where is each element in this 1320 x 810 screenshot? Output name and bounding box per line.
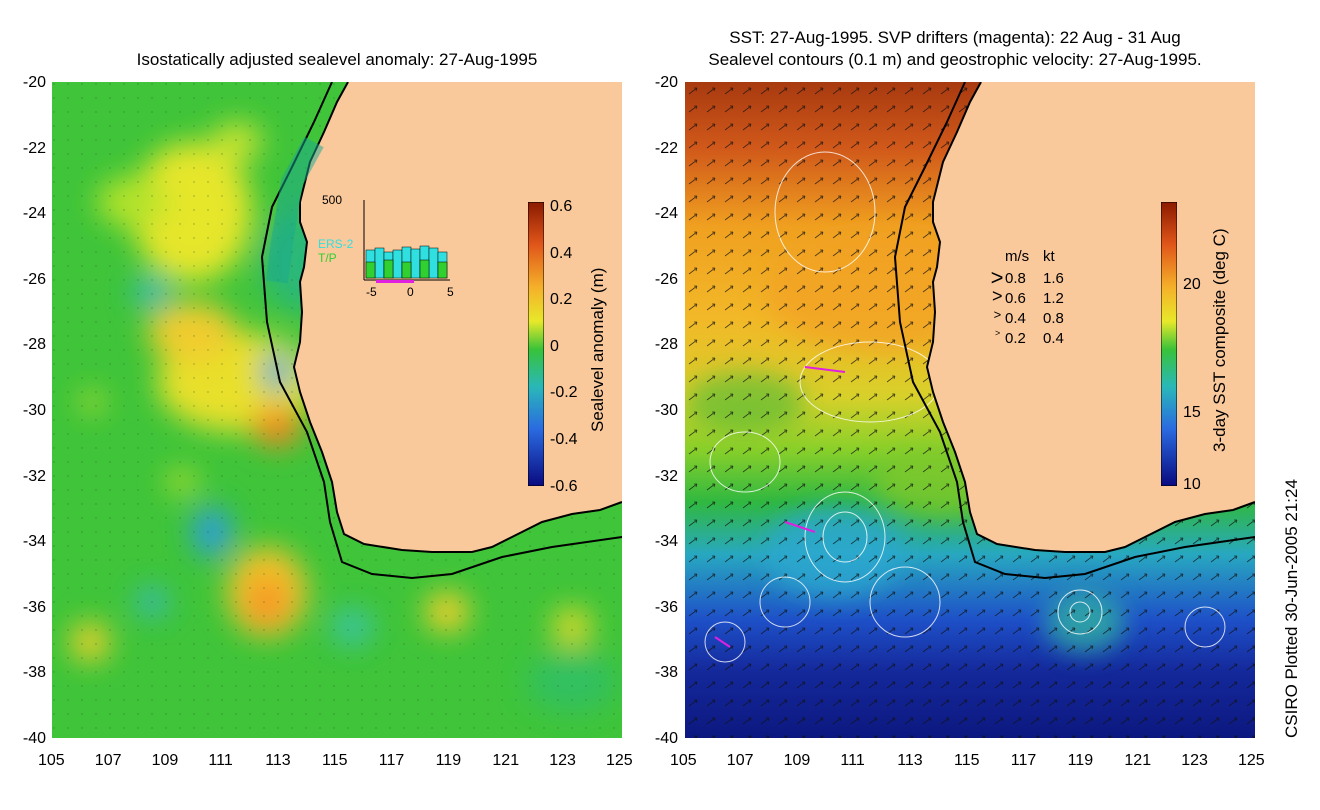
x-tick-label: 109: [783, 752, 811, 769]
legend-arrow-icon: >: [995, 327, 1001, 338]
x-tick-label: 119: [435, 752, 462, 769]
colorbar-tick-label: 20: [1183, 276, 1201, 293]
x-tick-label: 123: [1181, 752, 1208, 769]
inset-x-tick: 5: [447, 285, 454, 299]
y-tick-label: -38: [654, 664, 678, 682]
colorbar-tick-label: 0.6: [550, 198, 573, 215]
inset-x-tick: 0: [407, 285, 414, 299]
y-tick-label: -34: [654, 533, 678, 551]
y-tick-label: -36: [22, 598, 46, 616]
right-panel-title-line2: Sealevel contours (0.1 m) and geostrophi…: [708, 50, 1202, 69]
inset-ymax-label: 500: [322, 193, 342, 207]
legend-arrow-icon: >: [993, 306, 1002, 322]
legend-speed-ms: 0.8: [1005, 270, 1026, 287]
y-tick-label: -26: [22, 270, 46, 288]
x-tick-label: 115: [322, 752, 348, 769]
inset-x-tick: -5: [366, 285, 377, 299]
land-mass: [927, 82, 1255, 552]
y-tick-label: -28: [654, 336, 678, 354]
coastline: [292, 82, 622, 553]
x-tick-label: 107: [726, 752, 754, 769]
y-tick-label: -22: [22, 139, 46, 157]
x-tick-label: 123: [549, 752, 576, 769]
legend-header-ms: m/s: [1005, 248, 1030, 265]
colorbar-tick-label: 0: [550, 337, 559, 355]
sst-map: [685, 82, 1255, 738]
x-tick-label: 117: [1010, 752, 1037, 769]
colorbar-tick-label: -0.2: [550, 384, 578, 402]
y-tick-label: -32: [22, 467, 46, 485]
x-tick-label: 121: [1124, 752, 1152, 769]
colorbar-tick-label: 15: [1183, 404, 1201, 421]
sealevel-colorbar: [528, 202, 544, 486]
legend-speed-kt: 1.2: [1043, 290, 1064, 307]
colorbar-tick-label: 10: [1183, 476, 1201, 493]
y-tick-label: -20: [22, 74, 46, 91]
sealevel-colorbar-label: Sealevel anomaly (m): [588, 267, 607, 432]
y-tick-label: -32: [654, 467, 678, 485]
sst-colorbar: [1161, 202, 1177, 486]
x-tick-label: 107: [94, 752, 122, 769]
right-panel-title-line1: SST: 27-Aug-1995. SVP drifters (magenta)…: [729, 28, 1181, 47]
coastline: [925, 82, 1255, 553]
legend-speed-ms: 0.4: [1005, 310, 1026, 327]
isobath-200m: [893, 82, 1255, 580]
x-tick-label: 111: [208, 752, 233, 769]
legend-speed-kt: 0.8: [1043, 310, 1064, 327]
x-tick-label: 125: [606, 752, 633, 769]
colorbar-tick-label: -0.6: [550, 477, 578, 495]
y-tick-label: -26: [654, 270, 678, 288]
legend-arrow-icon: >: [992, 285, 1003, 306]
y-tick-label: -40: [654, 730, 678, 747]
y-tick-label: -28: [22, 336, 46, 354]
y-tick-label: -34: [22, 533, 46, 551]
credit-text: CSIRO Plotted 30-Jun-2005 21:24: [1282, 479, 1301, 738]
legend-arrow-icon: >: [990, 264, 1004, 290]
y-tick-label: -30: [654, 402, 678, 419]
legend-header-kt: kt: [1043, 248, 1055, 265]
legend-speed-kt: 1.6: [1043, 270, 1064, 287]
x-tick-label: 119: [1067, 752, 1094, 769]
x-tick-label: 117: [378, 752, 405, 769]
legend-speed-kt: 0.4: [1043, 330, 1064, 347]
x-tick-label: 111: [840, 752, 865, 769]
y-tick-label: -22: [654, 139, 678, 157]
y-tick-label: -24: [654, 205, 678, 223]
y-tick-label: -30: [22, 402, 46, 419]
x-tick-label: 125: [1238, 752, 1265, 769]
left-panel-title: Isostatically adjusted sealevel anomaly:…: [136, 50, 538, 69]
altimeter-inset-histogram: 500 ERS-2 T/P -5 0 5: [318, 193, 454, 299]
x-tick-label: 105: [670, 752, 697, 769]
y-tick-label: -36: [654, 598, 678, 616]
legend-speed-ms: 0.2: [1005, 330, 1026, 347]
y-tick-label: -24: [22, 205, 46, 223]
colorbar-tick-label: -0.4: [550, 431, 578, 448]
y-tick-label: -20: [654, 74, 678, 91]
inset-window-marker: [376, 280, 414, 283]
y-tick-label: -40: [22, 730, 46, 747]
legend-speed-ms: 0.6: [1005, 290, 1026, 307]
tp-label: T/P: [318, 251, 337, 265]
x-tick-label: 113: [897, 752, 923, 769]
y-tick-label: -38: [22, 664, 46, 682]
colorbar-tick-label: 0.2: [550, 291, 573, 309]
isobath-200m: [260, 82, 622, 580]
colorbar-tick-label: 0.4: [550, 244, 573, 262]
x-tick-label: 109: [151, 752, 179, 769]
x-tick-label: 105: [38, 752, 65, 769]
sst-colorbar-label: 3-day SST composite (deg C): [1210, 228, 1229, 452]
x-tick-label: 121: [492, 752, 520, 769]
x-tick-label: 115: [954, 752, 980, 769]
x-tick-label: 113: [265, 752, 291, 769]
tp-bars: [365, 259, 448, 279]
ers2-label: ERS-2: [318, 237, 354, 251]
